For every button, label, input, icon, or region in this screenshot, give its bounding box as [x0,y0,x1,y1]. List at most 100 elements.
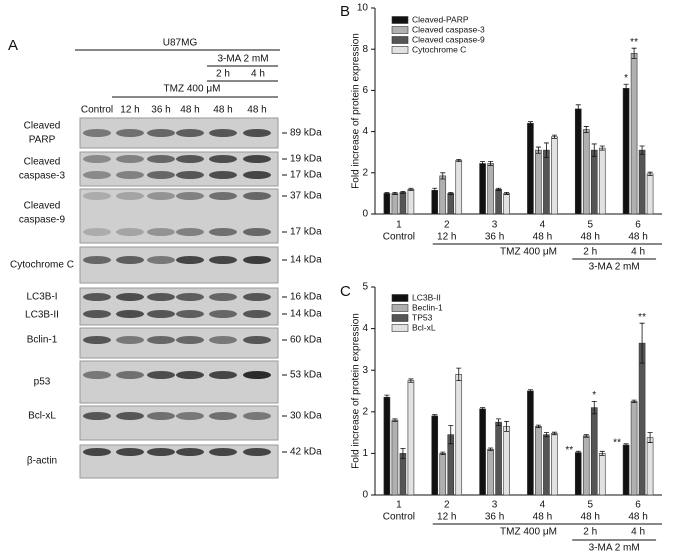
blot-band [243,293,271,301]
error-bar [583,434,589,438]
blot-band [243,256,271,264]
bar [391,419,399,496]
marker-label: 19 kDa [290,154,322,165]
blot-band [209,336,237,344]
blot-band [116,336,144,344]
bar [646,437,654,496]
blot-band [209,371,237,379]
error-bar [639,145,645,155]
blot-band [243,155,271,163]
x-sublabel: 48 h [628,512,647,523]
bar [622,444,630,496]
legend-swatch [391,36,409,44]
marker-label: 60 kDa [290,335,322,346]
bar [646,173,654,215]
legend-swatch [391,304,409,312]
error-bar [432,187,438,193]
blot-band [83,310,111,318]
row-label: caspase-3 [19,171,66,182]
bar [551,136,558,215]
lane-label: 36 h [151,105,170,116]
row-label: LC3B-II [25,310,59,321]
blot-band [116,192,144,200]
error-bar [392,191,398,195]
blot-band [176,293,204,301]
blot-band [147,228,175,236]
bar [543,434,550,496]
bar [455,160,463,215]
y-tick-label: 3 [362,365,368,376]
error-bar [504,420,510,432]
bar [399,453,407,496]
x-sublabel: 48 h [581,512,600,523]
row-label: β-actin [27,456,57,467]
error-bar [448,191,454,195]
error-bar [456,367,462,381]
blot-strip [79,246,279,284]
row-label: LC3B-I [26,292,57,303]
x-sublabel: 48 h [628,232,647,243]
blot-band [176,336,204,344]
blot-band [209,310,237,318]
lane-label: 12 h [120,105,139,116]
bar [407,188,415,215]
row-label: Cleaved [24,157,61,168]
x-tick-label: 1 [396,220,402,231]
error-bar [575,450,581,455]
x-sublabel: 48 h [581,232,600,243]
bar [487,163,494,215]
error-bar [599,450,605,456]
panel-label: B [340,3,350,20]
row-label: caspase-9 [19,215,66,226]
y-tick-label: 0 [362,209,368,220]
treatment-label: TMZ 400 μM [500,247,557,258]
y-tick-label: 2 [362,167,368,178]
error-bar [384,394,390,400]
bar [503,193,510,215]
blot-band [209,448,237,456]
legend-label: Cleaved-PARP [412,14,469,24]
marker-label: 53 kDa [290,370,322,381]
time-label: 2 h [583,247,597,258]
blot-strip [79,360,279,404]
bar [630,53,638,215]
marker-label: 14 kDa [290,309,322,320]
significance-mark: ** [613,438,621,449]
treatment-label: 3-MA 2 mM [589,262,640,273]
y-axis-label: Fold increase of protein expression [351,313,362,469]
legend-swatch [391,16,409,24]
blot-band [209,129,237,137]
marker-label: 17 kDa [290,170,322,181]
blot-panel: Control 12 h 36 h 48 h 48 h 48 h Cleaved PARP 89… [10,105,322,479]
x-tick-label: 4 [540,220,546,231]
blot-band [243,412,271,420]
significance-mark: * [592,390,596,401]
blot-band [209,412,237,420]
row-label: p53 [34,377,51,388]
y-tick-label: 4 [362,126,368,137]
treatment-label: 3-MA 2 mM [589,543,640,554]
x-tick-label: 6 [635,500,641,511]
error-bar [408,187,414,191]
bar [638,149,646,215]
bar [455,374,463,496]
blot-band [176,171,204,179]
x-tick-label: 3 [492,500,498,511]
error-bar [504,191,510,195]
bar [598,147,606,215]
blot-band [176,412,204,420]
blot-band [147,155,175,163]
legend-swatch [391,46,409,54]
bar [551,433,558,496]
blot-band [243,171,271,179]
blot-band [147,192,175,200]
blot-band [243,371,271,379]
row-label: Bclin-1 [27,335,58,346]
bar [495,421,502,496]
blot-strip [79,287,279,326]
x-tick-label: 2 [444,220,450,231]
error-bar [392,418,398,422]
blot-band [83,228,111,236]
blot-band [147,412,175,420]
